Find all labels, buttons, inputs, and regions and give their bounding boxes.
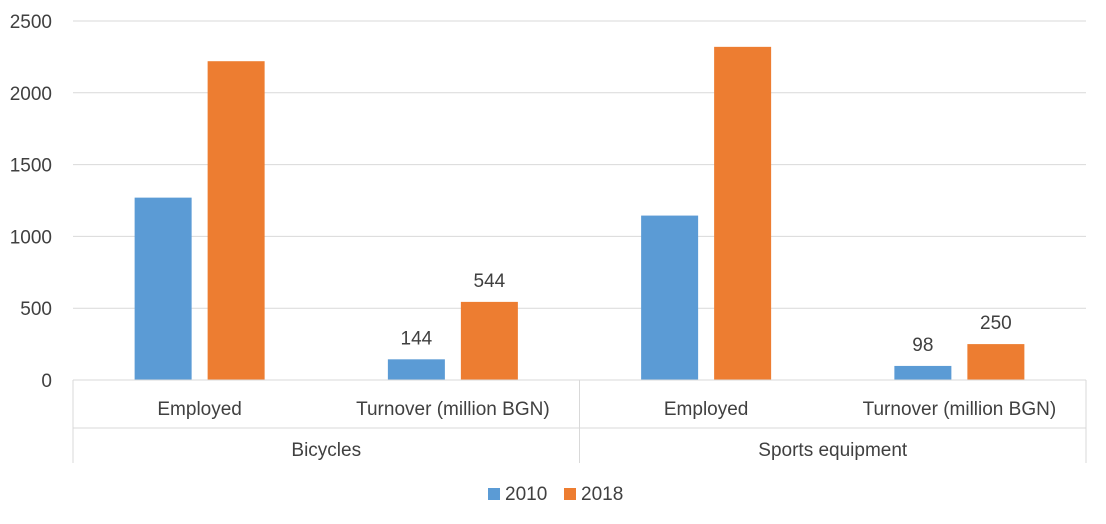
data-label: 250 bbox=[980, 313, 1012, 334]
bars bbox=[134, 46, 1025, 381]
y-axis-ticks: 0 500 1000 1500 2000 2500 bbox=[10, 12, 52, 392]
category-label: Employed bbox=[664, 399, 749, 420]
legend-swatch bbox=[564, 488, 576, 500]
bar-2018-0 bbox=[207, 61, 265, 380]
bar-2018-3 bbox=[967, 344, 1025, 380]
group-label: Bicycles bbox=[291, 440, 361, 461]
category-label: Employed bbox=[157, 399, 242, 420]
bar-2010-0 bbox=[134, 197, 192, 380]
legend: 2010 2018 bbox=[488, 484, 623, 505]
group-label: Sports equipment bbox=[758, 440, 908, 461]
data-label: 144 bbox=[401, 328, 433, 349]
bar-2010-2 bbox=[641, 215, 699, 380]
category-label: Turnover (million BGN) bbox=[356, 399, 550, 420]
y-tick-label: 2500 bbox=[10, 12, 52, 33]
legend-label: 2010 bbox=[505, 484, 547, 505]
bar-2018-1 bbox=[460, 301, 518, 380]
data-label: 98 bbox=[912, 335, 933, 356]
y-tick-label: 2000 bbox=[10, 84, 52, 105]
legend-label: 2018 bbox=[581, 484, 623, 505]
bar-2010-1 bbox=[387, 359, 445, 380]
legend-swatch bbox=[488, 488, 500, 500]
x-axis: Employed Turnover (million BGN) Employed Tu… bbox=[72, 379, 1087, 463]
bar-2018-2 bbox=[714, 46, 772, 381]
y-tick-label: 0 bbox=[41, 371, 52, 392]
bar-2010-3 bbox=[894, 365, 952, 380]
y-tick-label: 500 bbox=[20, 299, 52, 320]
data-label: 544 bbox=[474, 271, 506, 292]
data-labels: 144 98 544 250 bbox=[401, 271, 1012, 356]
category-label: Turnover (million BGN) bbox=[863, 399, 1057, 420]
y-tick-label: 1000 bbox=[10, 227, 52, 248]
y-tick-label: 1500 bbox=[10, 156, 52, 177]
